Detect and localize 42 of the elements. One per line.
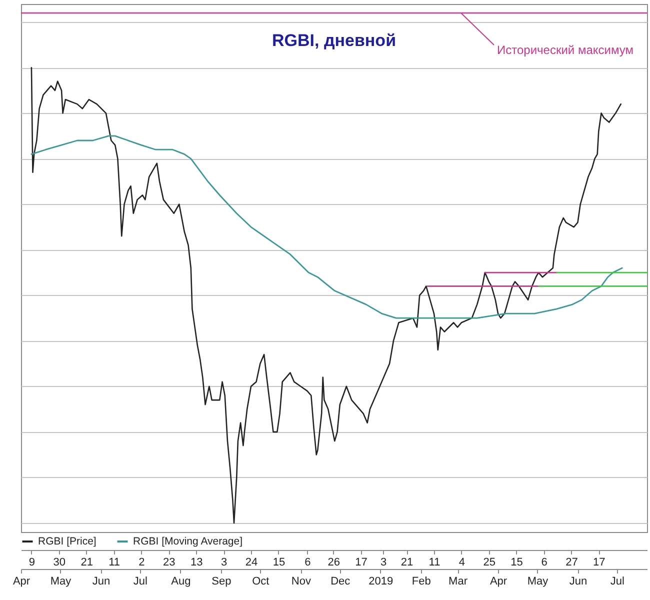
x2-tick-label: Dec <box>330 576 351 588</box>
x-tick-label: 17 <box>355 556 368 568</box>
x2-tick-label: Sep <box>212 576 232 588</box>
x-tick-label: 15 <box>510 556 523 568</box>
x2-tick-label: Mar <box>448 576 468 588</box>
x2-tick-label: Aug <box>171 576 191 588</box>
x-tick-label: 11 <box>108 556 120 568</box>
x2-tick-label: Jun <box>569 576 588 588</box>
x2-tick-label: Jul <box>610 576 624 588</box>
x-tick-label: 25 <box>483 556 496 568</box>
x-tick-label: 6 <box>541 556 548 568</box>
legend-label: RGBI [Price] <box>38 536 96 548</box>
x-tick-label: 15 <box>272 556 286 568</box>
x-tick-label: 3 <box>380 556 387 568</box>
chart-title: RGBI, дневной <box>272 31 396 50</box>
x-tick-label: 24 <box>245 556 258 568</box>
x-tick-label: 21 <box>80 556 93 568</box>
x-tick-label: 27 <box>566 556 578 568</box>
x-tick-label: 11 <box>428 556 440 568</box>
ref-line-label: Исторический максимум <box>497 43 634 57</box>
x2-tick-label: Apr <box>12 576 30 588</box>
x-tick-label: 17 <box>593 556 606 568</box>
x-tick-label: 21 <box>400 556 414 568</box>
x2-tick-label: Oct <box>252 576 270 588</box>
legend-label: RGBI [Moving Average] <box>133 536 243 548</box>
x2-tick-label: May <box>50 576 72 588</box>
x-tick-label: 4 <box>458 556 465 568</box>
x2-tick-label: Jun <box>92 576 110 588</box>
x-tick-label: 3 <box>221 556 228 568</box>
x-tick-label: 30 <box>53 556 66 568</box>
x2-tick-label: Apr <box>490 576 508 588</box>
x2-tick-label: May <box>527 576 549 588</box>
x2-tick-label: Feb <box>412 576 431 588</box>
x2-tick-label: Nov <box>291 576 312 588</box>
x2-tick-label: 2019 <box>368 576 394 588</box>
x-tick-label: 9 <box>28 556 36 568</box>
x-tick-label: 13 <box>190 556 203 568</box>
x-tick-label: 23 <box>163 556 176 568</box>
x-tick-label: 2 <box>138 556 145 568</box>
x2-tick-label: Jul <box>133 576 148 588</box>
x-tick-label: 26 <box>328 556 340 568</box>
x-tick-label: 6 <box>304 556 311 568</box>
